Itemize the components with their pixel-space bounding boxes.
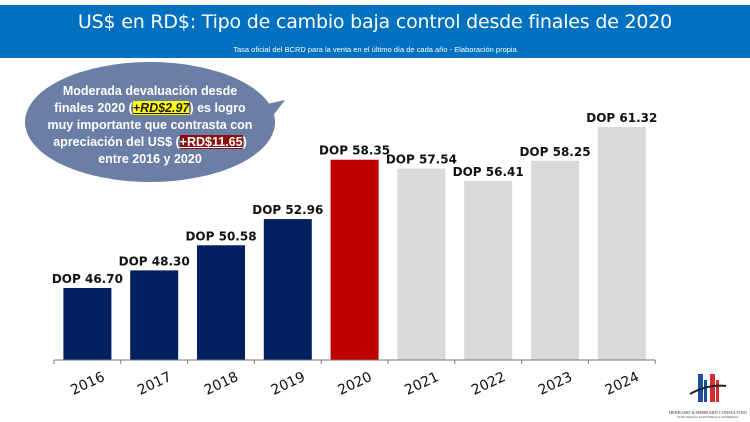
x-tick-label: 2019 [269, 369, 308, 399]
callout-line: apreciación del US$ ( [53, 134, 180, 149]
bar-2018 [197, 245, 245, 360]
page-title: US$ en RD$: Tipo de cambio baja control … [77, 11, 673, 33]
callout-line: Moderada devaluación desde [62, 83, 238, 98]
data-label: DOP 46.70 [52, 272, 123, 286]
page-subtitle: Tasa oficial del BCRD para la venta en e… [233, 45, 517, 54]
data-label: DOP 61.32 [586, 111, 657, 125]
company-logo: HEBRARD & HEBRARD CONSULTING INTELIGENCI… [668, 370, 748, 419]
highlight-devaluation: +RD$2.97 [132, 100, 190, 115]
logo-mark-icon [689, 374, 727, 402]
bar-2021 [397, 168, 446, 360]
bar-2023 [531, 160, 579, 360]
callout-line: ) es logro [189, 100, 246, 115]
highlight-appreciation: +RD$11.65 [179, 134, 243, 149]
data-label: DOP 56.41 [453, 165, 524, 179]
callout-line: finales 2020 ( [54, 100, 133, 115]
x-tick-label: 2016 [68, 369, 107, 399]
bar-2017 [130, 270, 179, 360]
bar-2020 [330, 159, 379, 360]
x-tick-label: 2018 [202, 369, 241, 399]
x-tick-label: 2024 [603, 369, 642, 399]
data-label: DOP 48.30 [119, 254, 190, 268]
x-tick-label: 2023 [536, 369, 575, 399]
x-tick-label: 2022 [469, 369, 508, 399]
data-label: DOP 58.25 [519, 145, 590, 159]
callout-line: entre 2016 y 2020 [98, 151, 202, 166]
x-tick-label: 2020 [335, 369, 374, 399]
x-tick-label: 2021 [402, 369, 441, 399]
data-label: DOP 58.35 [319, 144, 390, 158]
bar-2019 [263, 219, 312, 360]
data-label: DOP 52.96 [252, 203, 323, 217]
logo-tagline: INTELIGENCIA ECONÓMICA & COMERCIAL [677, 415, 739, 419]
data-label: DOP 57.54 [386, 153, 457, 167]
x-tick-label: 2017 [135, 369, 174, 399]
data-label: DOP 50.58 [185, 229, 256, 243]
callout-line: ) [242, 134, 247, 149]
callout-text: Moderada devaluación desde finales 2020 … [30, 70, 270, 180]
logo-name: HEBRARD & HEBRARD CONSULTING [668, 410, 748, 415]
bar-2022 [464, 181, 513, 360]
bar-2024 [597, 127, 646, 360]
callout-line: muy importante que contrasta con [47, 117, 253, 132]
bar-2016 [63, 287, 112, 360]
callout-bubble-body [25, 62, 275, 182]
header-banner: US$ en RD$: Tipo de cambio baja control … [0, 5, 750, 58]
